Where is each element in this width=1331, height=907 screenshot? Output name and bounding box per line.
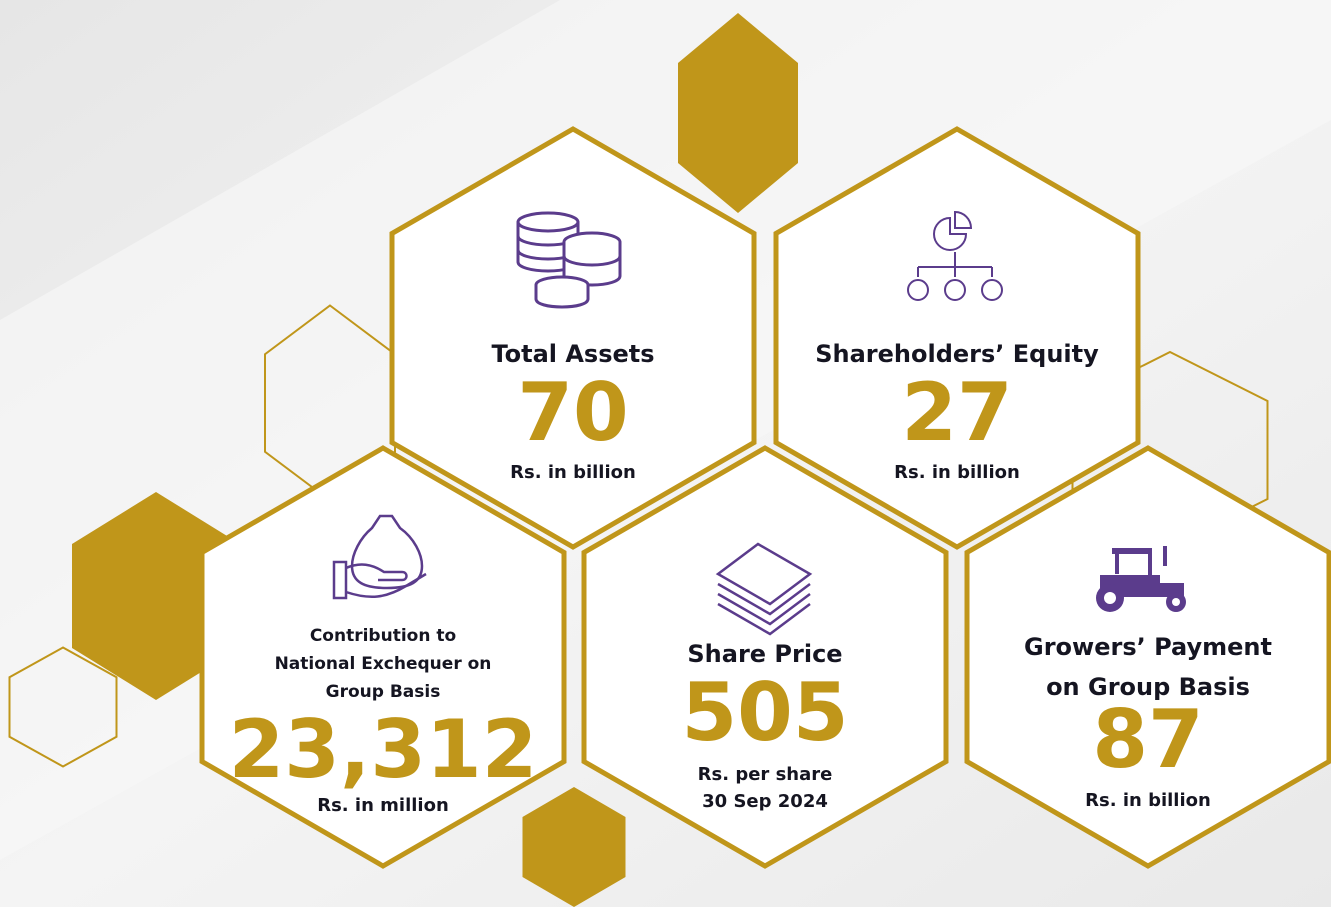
gold-hexagon	[72, 492, 240, 700]
equity-icon	[907, 210, 1003, 301]
card-unit: Rs. in billion	[894, 462, 1020, 483]
gold-hexagon	[522, 787, 626, 907]
outline-hexagon	[8, 646, 118, 768]
gold-hexagon	[678, 13, 798, 213]
icons	[332, 210, 1186, 636]
money-icon	[715, 542, 813, 636]
card-title: National Exchequer on	[275, 654, 492, 674]
card-hexagon	[389, 126, 757, 550]
card-unit: Rs. in billion	[510, 462, 636, 483]
card-value: 87	[1092, 693, 1203, 786]
card-title: Total Assets	[491, 340, 654, 368]
coins-icon	[516, 211, 622, 309]
tractor-icon	[1096, 546, 1186, 612]
card-unit: Rs. in billion	[1085, 790, 1211, 811]
card-unit: Rs. per share	[698, 764, 833, 785]
card-title: Group Basis	[326, 682, 441, 702]
hand-bag-icon	[332, 514, 427, 600]
card-value: 505	[682, 666, 849, 759]
card-unit: Rs. in million	[317, 795, 449, 816]
card-title: Share Price	[687, 640, 842, 668]
card-unit: 30 Sep 2024	[702, 791, 828, 812]
card-value: 23,312	[229, 703, 538, 796]
card-hexagon	[964, 445, 1331, 869]
decorations	[8, 13, 1269, 907]
card-hexagon	[581, 445, 949, 869]
card-title: Growers’ Payment	[1024, 633, 1272, 661]
card-hexagon	[773, 126, 1141, 550]
card-hexagon	[199, 445, 567, 869]
card-title: on Group Basis	[1046, 673, 1250, 701]
card-value: 27	[901, 366, 1012, 459]
card-title: Shareholders’ Equity	[815, 340, 1099, 368]
card-title: Contribution to	[310, 626, 456, 646]
card-value: 70	[517, 366, 628, 459]
